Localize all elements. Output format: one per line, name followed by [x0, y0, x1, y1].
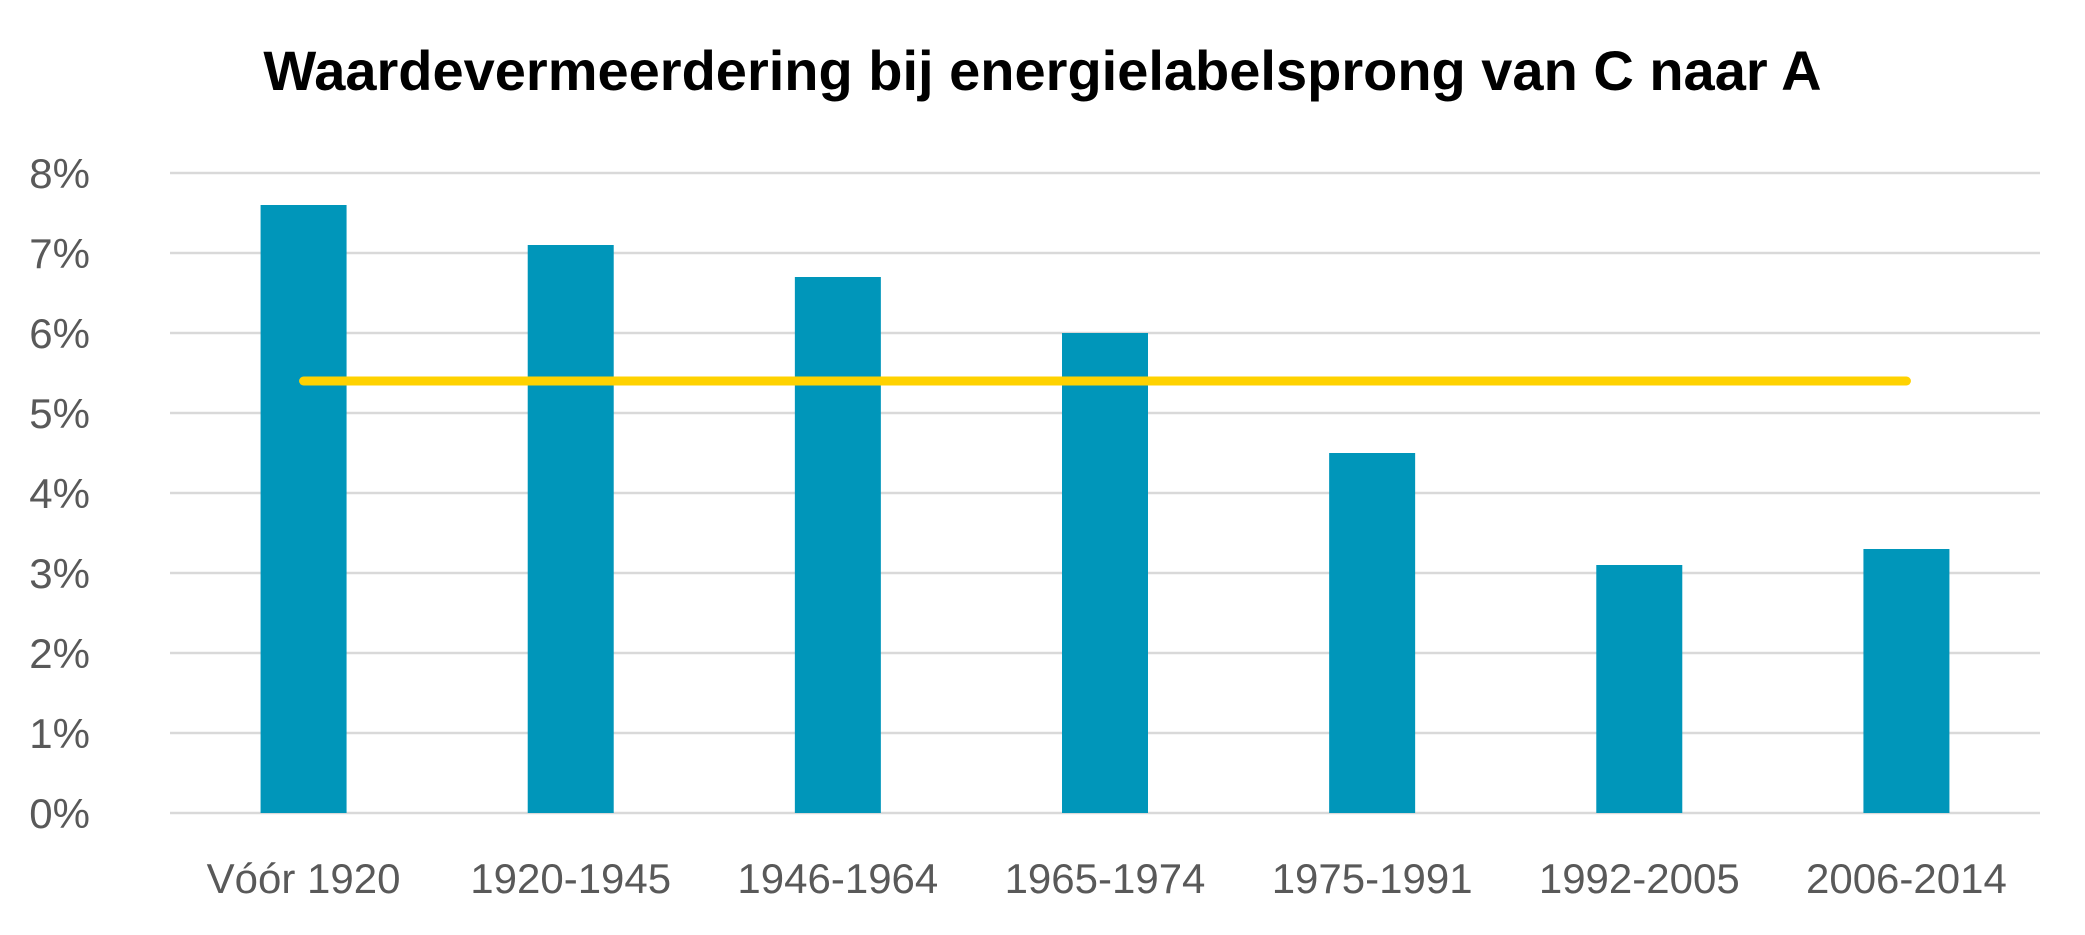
bar	[260, 205, 347, 813]
chart-title: Waardevermeerdering bij energielabelspro…	[263, 39, 1822, 102]
y-tick-label: 4%	[29, 470, 90, 517]
x-tick-label: 1965-1974	[1005, 855, 1206, 902]
bar	[527, 245, 614, 813]
bar	[1596, 565, 1683, 813]
x-axis-ticks: Vóór 1920 1920-1945 1946-1964 1965-1974 1975…	[207, 855, 2007, 902]
y-tick-label: 3%	[29, 550, 90, 597]
y-tick-label: 5%	[29, 390, 90, 437]
x-tick-label: 1992-2005	[1539, 855, 1740, 902]
bars	[260, 205, 1950, 813]
bar	[1329, 453, 1416, 813]
y-tick-label: 8%	[29, 150, 90, 197]
bar	[1062, 333, 1148, 813]
y-tick-label: 6%	[29, 310, 90, 357]
y-tick-label: 1%	[29, 710, 90, 757]
x-tick-label: 1975-1991	[1272, 855, 1473, 902]
y-tick-label: 7%	[29, 230, 90, 277]
x-tick-label: Vóór 1920	[207, 855, 401, 902]
x-tick-label: 1946-1964	[737, 855, 938, 902]
bar	[794, 277, 881, 813]
x-tick-label: 2006-2014	[1806, 855, 2007, 902]
x-tick-label: 1920-1945	[470, 855, 671, 902]
bar	[1863, 549, 1950, 813]
y-tick-label: 0%	[29, 790, 90, 837]
y-axis-ticks: 0% 1% 2% 3% 4% 5% 6% 7% 8%	[29, 150, 90, 837]
y-tick-label: 2%	[29, 630, 90, 677]
